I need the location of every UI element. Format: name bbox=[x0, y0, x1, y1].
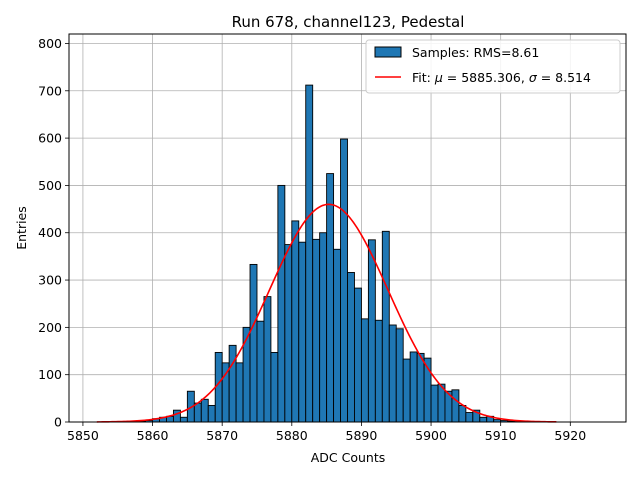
histogram-bar bbox=[200, 398, 209, 423]
histogram-bar bbox=[319, 232, 328, 423]
fit-curve bbox=[96, 203, 557, 423]
x-axis-label: ADC Counts bbox=[311, 450, 386, 465]
legend-fit-sigma-value: = 8.514 bbox=[537, 70, 591, 85]
histogram-bar bbox=[381, 230, 390, 423]
histogram-bar bbox=[430, 384, 439, 423]
y-tick-label: 100 bbox=[38, 367, 62, 382]
histogram-bar bbox=[270, 351, 279, 423]
histogram-bars bbox=[138, 84, 523, 423]
histogram-bar bbox=[409, 351, 418, 423]
histogram-bar bbox=[333, 248, 341, 423]
histogram-bar bbox=[291, 220, 300, 423]
legend-swatch-samples bbox=[374, 46, 402, 58]
legend: Samples: RMS=8.61 Fit: μ = 5885.306, σ =… bbox=[365, 39, 621, 94]
histogram-bar bbox=[340, 138, 348, 423]
x-tick-label: 5900 bbox=[415, 428, 447, 443]
y-tick-label: 800 bbox=[38, 36, 62, 51]
histogram-bar bbox=[172, 409, 181, 423]
y-tick-label: 200 bbox=[38, 320, 62, 335]
histogram-bar bbox=[374, 319, 383, 423]
y-axis-label: Entries bbox=[14, 206, 29, 250]
legend-frame bbox=[365, 39, 621, 94]
y-tick-label: 300 bbox=[38, 273, 62, 288]
x-tick-label: 5860 bbox=[137, 428, 169, 443]
histogram-bar bbox=[458, 404, 467, 423]
x-tick-label: 5920 bbox=[554, 428, 586, 443]
histogram-bar bbox=[228, 344, 237, 423]
x-tick-label: 5910 bbox=[485, 428, 517, 443]
legend-label-samples: Samples: RMS=8.61 bbox=[412, 45, 539, 60]
histogram-bar bbox=[388, 324, 397, 423]
histogram-bar bbox=[354, 287, 362, 423]
y-tick-label: 600 bbox=[38, 131, 62, 146]
legend-label-fit: Fit: μ = 5885.306, σ = 8.514 bbox=[412, 70, 591, 85]
histogram-bar bbox=[249, 263, 258, 423]
histogram-bar bbox=[395, 328, 404, 423]
y-axis-ticks: 0 100 200 300 400 500 600 700 800 bbox=[38, 36, 69, 430]
histogram-bar bbox=[298, 241, 307, 423]
legend-fit-prefix: Fit: bbox=[412, 70, 435, 85]
chart-title: Run 678, channel123, Pedestal bbox=[232, 13, 465, 31]
histogram-bar bbox=[305, 84, 314, 423]
histogram-bar bbox=[402, 358, 411, 423]
histogram-bar bbox=[193, 402, 202, 423]
legend-fit-mu-value: = 5885.306, bbox=[443, 70, 529, 85]
y-tick-label: 700 bbox=[38, 83, 62, 98]
legend-fit-mu-symbol: μ bbox=[434, 70, 443, 85]
y-tick-label: 500 bbox=[38, 178, 62, 193]
histogram-bar bbox=[367, 239, 376, 423]
plot-frame bbox=[68, 33, 627, 423]
histogram-bar bbox=[347, 272, 355, 423]
histogram-bar bbox=[360, 318, 369, 423]
histogram-bar bbox=[326, 173, 335, 423]
x-tick-label: 5890 bbox=[346, 428, 378, 443]
histogram-bar bbox=[416, 352, 425, 423]
y-tick-label: 400 bbox=[38, 225, 62, 240]
histogram-bar bbox=[465, 412, 474, 423]
legend-fit-sigma-symbol: σ bbox=[529, 70, 538, 85]
histogram-bar bbox=[277, 184, 286, 423]
y-tick-label: 0 bbox=[54, 415, 62, 430]
histogram-bar bbox=[242, 326, 251, 423]
histogram-bar bbox=[312, 238, 321, 423]
x-tick-label: 5870 bbox=[206, 428, 238, 443]
x-tick-label: 5880 bbox=[276, 428, 308, 443]
histogram-bar bbox=[207, 404, 216, 423]
histogram-bar bbox=[256, 320, 265, 423]
x-tick-label: 5850 bbox=[67, 428, 99, 443]
histogram-bar bbox=[179, 416, 188, 423]
histogram-bar bbox=[235, 362, 244, 423]
histogram-bar bbox=[284, 244, 293, 423]
histogram-bar bbox=[263, 296, 272, 423]
x-axis-ticks: 5850 5860 5870 5880 5890 5900 5910 5920 bbox=[67, 422, 586, 443]
histogram-bar bbox=[479, 416, 488, 423]
histogram-bar bbox=[451, 389, 460, 423]
